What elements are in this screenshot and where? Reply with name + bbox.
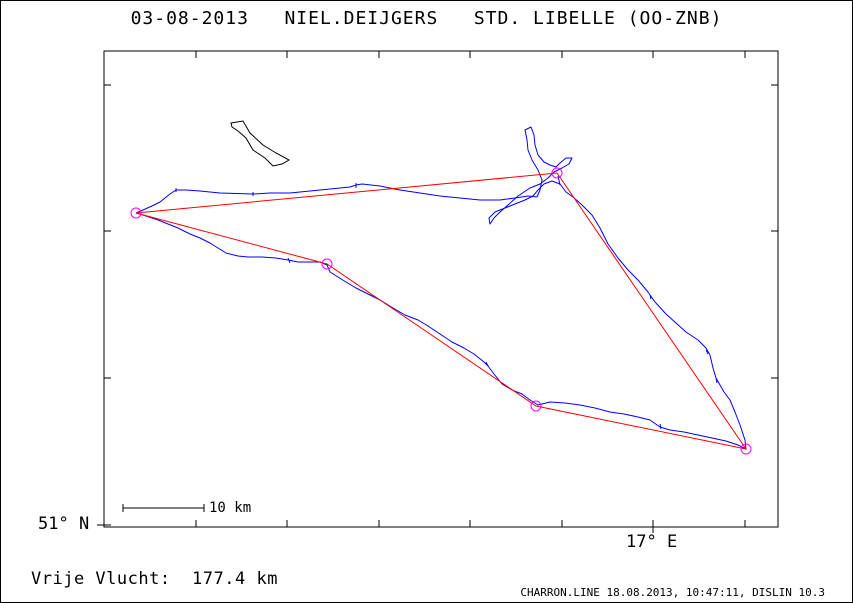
- distance-label: Vrije Vlucht:: [31, 569, 171, 589]
- distance-value: 177.4 km: [192, 569, 278, 589]
- turnpoint-marker: [551, 167, 563, 179]
- scale-bar-label: 10 km: [209, 500, 252, 516]
- airspace-outline: [230, 120, 291, 167]
- longitude-label: 17° E: [626, 532, 678, 552]
- track-blip: [649, 294, 652, 300]
- track-blip: [715, 377, 718, 384]
- latitude-label: 51° N: [38, 514, 90, 534]
- flight-track: [135, 126, 747, 450]
- track-blip: [659, 423, 662, 430]
- turnpoint-marker: [740, 443, 752, 455]
- scale-bar: [122, 504, 205, 512]
- track-blip: [287, 257, 291, 264]
- task-line: [135, 172, 748, 450]
- axis-ticks: [97, 51, 778, 533]
- footer-credit: CHARRON.LINE 18.08.2013, 10:47:11, DISLI…: [520, 586, 825, 599]
- track-leg-southeast: [572, 196, 747, 450]
- plot-frame: [103, 50, 779, 528]
- track-leg-southwest: [135, 212, 747, 450]
- turnpoint-marker: [530, 400, 542, 412]
- turnpoint-marker: [130, 207, 142, 219]
- track-blip: [485, 361, 489, 367]
- track-thermal-north: [488, 126, 574, 225]
- track-leg-west: [135, 183, 538, 214]
- turnpoints: [130, 167, 752, 455]
- track-blip: [705, 349, 709, 355]
- free-flight-distance: Vrije Vlucht: 177.4 km: [31, 571, 278, 588]
- turnpoint-marker: [321, 258, 333, 270]
- flight-title: 03-08-2013 NIEL.DEIJGERS STD. LIBELLE (O…: [130, 8, 723, 29]
